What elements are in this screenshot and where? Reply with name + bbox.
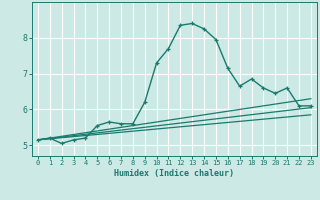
X-axis label: Humidex (Indice chaleur): Humidex (Indice chaleur) (115, 169, 234, 178)
